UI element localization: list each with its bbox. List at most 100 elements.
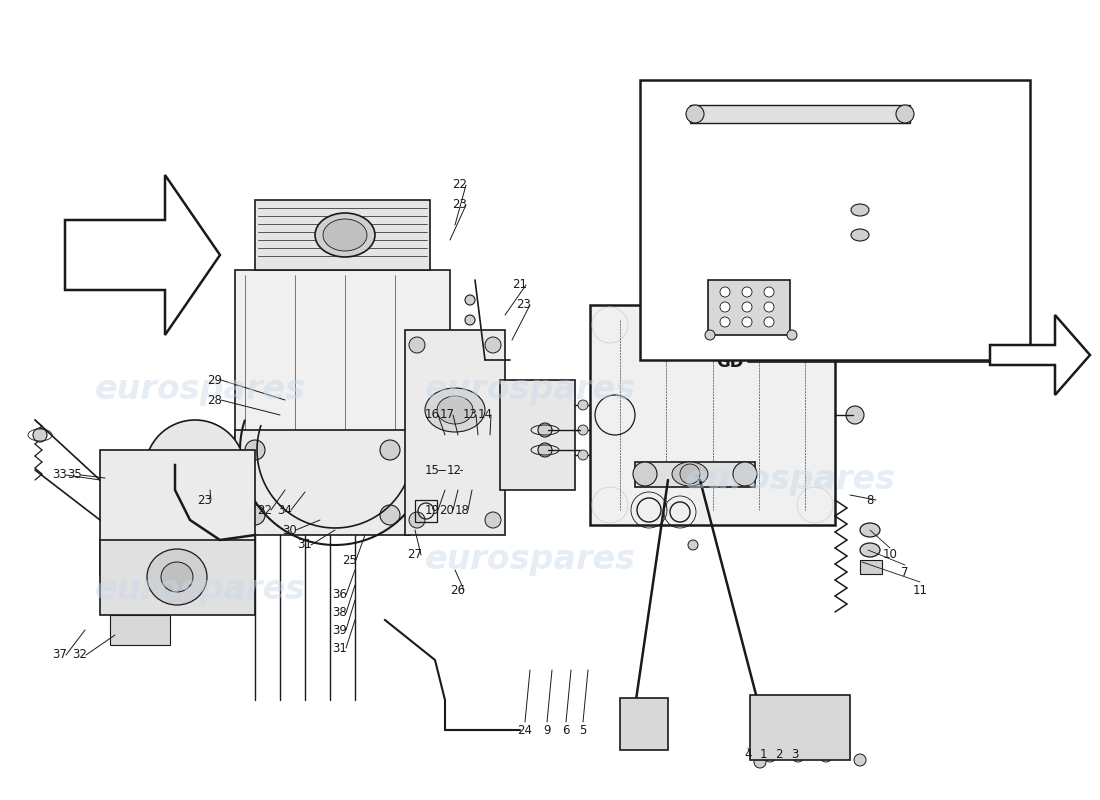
Ellipse shape	[621, 425, 638, 435]
Circle shape	[792, 750, 804, 762]
Circle shape	[764, 728, 776, 740]
Circle shape	[538, 423, 552, 437]
Ellipse shape	[860, 523, 880, 537]
Text: 37: 37	[53, 649, 67, 662]
Text: 4: 4	[745, 749, 751, 762]
Bar	[640, 80, 1030, 360]
Text: 24: 24	[517, 723, 532, 737]
Circle shape	[764, 317, 774, 327]
Ellipse shape	[161, 562, 192, 592]
Circle shape	[792, 728, 804, 740]
Text: 12: 12	[447, 463, 462, 477]
Ellipse shape	[851, 204, 869, 216]
Text: 7: 7	[645, 151, 651, 165]
Circle shape	[792, 706, 804, 718]
Circle shape	[33, 428, 47, 442]
Text: 23: 23	[198, 494, 212, 506]
Bar	[405, 330, 505, 535]
Ellipse shape	[860, 543, 880, 557]
Text: 31: 31	[332, 642, 348, 654]
Ellipse shape	[145, 453, 245, 487]
Circle shape	[820, 706, 832, 718]
Circle shape	[764, 706, 776, 718]
Ellipse shape	[851, 229, 869, 241]
Ellipse shape	[672, 462, 708, 486]
Circle shape	[742, 302, 752, 312]
Bar	[100, 540, 255, 615]
Circle shape	[409, 337, 425, 353]
Text: 2: 2	[776, 749, 783, 762]
Text: 3: 3	[645, 198, 651, 211]
Ellipse shape	[437, 396, 473, 424]
Circle shape	[465, 315, 475, 325]
Text: eurospares: eurospares	[684, 203, 895, 237]
Circle shape	[245, 440, 265, 460]
Polygon shape	[65, 175, 220, 335]
Ellipse shape	[621, 400, 638, 410]
Polygon shape	[708, 280, 790, 335]
Bar	[500, 380, 575, 490]
Text: 23: 23	[517, 298, 531, 311]
Text: 36: 36	[332, 589, 348, 602]
Text: 25: 25	[342, 554, 358, 566]
Circle shape	[733, 462, 757, 486]
Text: 16: 16	[425, 409, 440, 422]
Circle shape	[846, 406, 864, 424]
Circle shape	[764, 750, 776, 762]
Circle shape	[705, 330, 715, 340]
Circle shape	[764, 302, 774, 312]
Bar	[415, 500, 437, 522]
Text: 9: 9	[543, 723, 551, 737]
Circle shape	[245, 505, 265, 525]
Bar	[635, 462, 755, 487]
Text: eurospares: eurospares	[684, 463, 895, 497]
Bar	[110, 615, 170, 645]
Circle shape	[379, 440, 400, 460]
Text: 4: 4	[1001, 189, 1009, 202]
Text: 21: 21	[513, 278, 528, 291]
Bar	[690, 105, 910, 123]
Bar	[235, 270, 450, 465]
Text: 28: 28	[208, 394, 222, 406]
Circle shape	[786, 330, 798, 340]
Circle shape	[688, 540, 698, 550]
Text: 31: 31	[298, 538, 312, 551]
Text: 13: 13	[463, 409, 477, 422]
Circle shape	[720, 287, 730, 297]
Bar	[100, 450, 255, 575]
Text: 34: 34	[277, 503, 293, 517]
Circle shape	[245, 440, 265, 460]
Text: 40: 40	[998, 114, 1012, 126]
Text: 23: 23	[452, 198, 468, 211]
Circle shape	[379, 505, 400, 525]
Circle shape	[896, 105, 914, 123]
Text: 8: 8	[867, 494, 873, 506]
Circle shape	[720, 302, 730, 312]
Circle shape	[409, 512, 425, 528]
Text: GD: GD	[716, 353, 744, 371]
Text: eurospares: eurospares	[425, 374, 636, 406]
Text: 6: 6	[1001, 151, 1009, 165]
Circle shape	[854, 754, 866, 766]
Circle shape	[632, 462, 657, 486]
Circle shape	[820, 750, 832, 762]
Bar	[590, 305, 835, 525]
Polygon shape	[750, 695, 850, 760]
Text: 7: 7	[901, 566, 909, 578]
Bar	[860, 560, 882, 574]
Text: 19: 19	[425, 503, 440, 517]
Text: 10: 10	[882, 549, 898, 562]
Bar	[235, 430, 410, 535]
Ellipse shape	[147, 549, 207, 605]
Text: 1: 1	[759, 749, 767, 762]
Circle shape	[578, 400, 588, 410]
Ellipse shape	[425, 388, 485, 432]
Text: 3: 3	[791, 749, 799, 762]
Circle shape	[742, 317, 752, 327]
Circle shape	[485, 337, 501, 353]
Circle shape	[742, 287, 752, 297]
Text: eurospares: eurospares	[95, 374, 306, 406]
Ellipse shape	[315, 213, 375, 257]
Circle shape	[465, 295, 475, 305]
Text: 38: 38	[332, 606, 348, 619]
